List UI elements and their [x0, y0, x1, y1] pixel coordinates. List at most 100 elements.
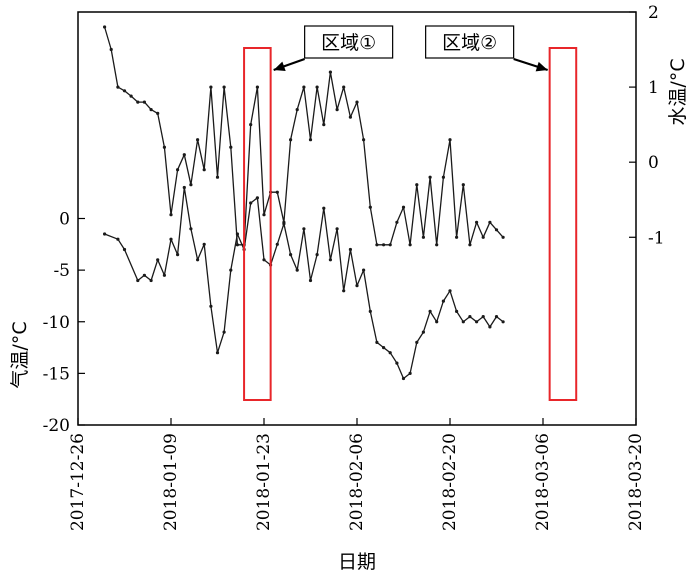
data-point	[182, 185, 186, 190]
data-point	[122, 247, 127, 252]
x-axis: 2017-12-26 2018-01-09 2018-01-23 2018-02-06…	[68, 418, 646, 531]
data-point	[382, 243, 386, 247]
data-point	[401, 376, 406, 381]
data-point	[103, 25, 107, 29]
data-point	[136, 278, 140, 283]
data-point	[421, 235, 425, 239]
data-point	[196, 138, 200, 142]
data-point	[475, 220, 479, 224]
y-left-tick-label: 0	[59, 210, 70, 230]
data-point	[441, 175, 445, 179]
data-point	[189, 227, 193, 231]
data-point	[262, 258, 266, 262]
y-right-tick-label: 0	[648, 153, 659, 173]
data-point	[342, 289, 346, 293]
data-point	[355, 100, 359, 104]
data-point	[368, 309, 372, 313]
data-point	[302, 227, 306, 231]
data-point	[162, 273, 166, 277]
data-point	[282, 222, 286, 226]
data-point	[209, 85, 213, 89]
data-point	[328, 258, 332, 262]
data-point	[222, 330, 226, 334]
y-right-tick-label: 2	[648, 3, 659, 23]
x-tick-label: 2018-02-20	[440, 433, 460, 531]
data-point	[475, 320, 479, 324]
data-point	[229, 145, 233, 149]
data-point	[368, 205, 372, 209]
data-point	[169, 237, 173, 241]
region-box	[243, 47, 272, 401]
data-point	[408, 243, 412, 247]
data-point	[468, 315, 472, 319]
data-point	[421, 330, 425, 334]
data-point	[461, 320, 465, 324]
data-point	[348, 247, 352, 252]
region-label: 区域①	[321, 32, 376, 54]
data-point	[103, 232, 107, 236]
data-point	[235, 232, 239, 236]
data-point	[388, 243, 392, 247]
data-point	[328, 70, 332, 74]
y-left-tick-label: -15	[43, 364, 70, 384]
data-point	[142, 273, 146, 277]
data-point	[455, 235, 459, 239]
data-point	[322, 206, 326, 210]
data-point	[202, 242, 206, 246]
data-point	[461, 183, 465, 187]
data-point	[501, 320, 505, 324]
data-point	[249, 123, 253, 127]
data-point	[162, 145, 166, 149]
data-point	[109, 47, 113, 52]
region-label-box	[304, 25, 394, 59]
region-arrow-head	[273, 61, 286, 72]
data-point	[455, 309, 459, 313]
data-point	[182, 153, 186, 157]
region-label: 区域②	[442, 32, 497, 54]
data-point	[149, 108, 153, 112]
data-point	[342, 85, 346, 89]
data-point	[255, 196, 259, 200]
data-point	[428, 175, 432, 179]
x-tick-label: 2018-01-09	[161, 433, 181, 531]
data-point	[501, 235, 505, 239]
x-tick-label: 2018-03-20	[626, 433, 646, 531]
data-point	[362, 268, 366, 272]
data-point	[448, 289, 452, 293]
data-point	[388, 351, 392, 355]
data-point	[136, 100, 140, 104]
data-point	[169, 213, 173, 217]
data-point	[129, 94, 133, 98]
x-tick-label: 2018-02-06	[347, 433, 367, 531]
data-point	[315, 253, 319, 257]
region-arrow-head	[535, 61, 548, 72]
data-point	[488, 325, 492, 329]
data-point	[428, 309, 432, 313]
data-point	[441, 299, 445, 303]
y-left-tick-label: -10	[43, 313, 70, 333]
data-point	[488, 220, 492, 224]
data-point	[249, 201, 253, 205]
y-left-tick-label: -5	[53, 261, 70, 281]
data-point	[401, 205, 406, 209]
data-point	[116, 237, 120, 241]
data-point	[289, 138, 293, 142]
data-point	[295, 108, 299, 112]
data-point	[202, 168, 206, 172]
plot-frame	[77, 11, 637, 426]
data-point	[289, 253, 293, 257]
series-layer	[103, 25, 505, 381]
data-point	[142, 100, 146, 104]
data-point	[375, 243, 379, 247]
data-point	[348, 115, 352, 119]
data-point	[176, 168, 180, 172]
series-line-air	[104, 186, 504, 380]
x-tick-label: 2017-12-26	[68, 433, 88, 531]
data-point	[481, 315, 485, 319]
data-point	[308, 138, 313, 142]
data-point	[222, 85, 226, 89]
data-point	[262, 213, 266, 217]
data-point	[481, 235, 485, 239]
region-label-box	[425, 25, 515, 59]
